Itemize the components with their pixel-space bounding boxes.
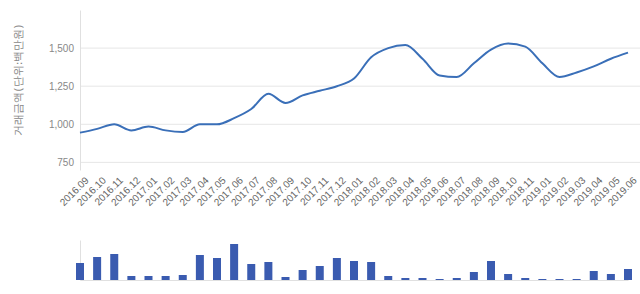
grid xyxy=(80,48,640,162)
price-line xyxy=(80,44,628,133)
volume-bar xyxy=(93,257,101,280)
x-axis: 2016.092016.102016.112016.122017.012017.… xyxy=(58,170,640,208)
y-tick-label: 1,000 xyxy=(49,119,74,130)
grid-line xyxy=(80,124,640,125)
grid-line xyxy=(80,86,640,87)
chart-canvas: 750 1,000 1,250 1,500 2016.092016.102016.112… xyxy=(0,0,640,294)
volume-bar xyxy=(127,276,135,280)
y-axis-line xyxy=(80,11,81,171)
volume-bar xyxy=(419,278,427,280)
volume-bar xyxy=(367,262,375,280)
volume-bar xyxy=(384,276,392,280)
x-tick: 2019.06 xyxy=(606,170,640,208)
y-tick: 1,500 xyxy=(49,43,80,54)
volume-bar xyxy=(350,261,358,280)
y-tick-label: 1,500 xyxy=(49,43,74,54)
y-tick: 750 xyxy=(57,157,80,168)
plot-marks xyxy=(76,244,632,280)
volume-bar xyxy=(213,258,221,280)
y-tick-label: 750 xyxy=(57,157,74,168)
grid-line xyxy=(80,162,640,163)
y-axis-title: 거래금액(단위:백만원) xyxy=(12,24,25,135)
volume-bar xyxy=(401,278,409,280)
y-tick: 1,000 xyxy=(49,119,80,130)
volume-bar xyxy=(316,266,324,280)
y-tick-label: 1,250 xyxy=(49,81,74,92)
volume-bar xyxy=(299,270,307,280)
volume-bar xyxy=(573,279,581,280)
y-tick: 1,250 xyxy=(49,81,80,92)
volume-bar xyxy=(282,277,290,280)
volume-bar xyxy=(607,274,615,280)
volume-bar xyxy=(179,275,187,280)
x-axis-line xyxy=(81,280,629,281)
volume-bar xyxy=(196,255,204,280)
volume-bar xyxy=(333,258,341,280)
volume-bar xyxy=(538,279,546,280)
volume-bar xyxy=(162,276,170,280)
volume-bar xyxy=(264,262,272,280)
volume-bar xyxy=(590,271,598,280)
chart-bar xyxy=(76,241,632,281)
y-axis: 750 1,000 1,250 1,500 xyxy=(49,11,81,171)
volume-bar xyxy=(230,244,238,280)
volume-bar xyxy=(470,272,478,280)
volume-bar xyxy=(487,261,495,280)
grid-line xyxy=(80,48,640,49)
volume-bar xyxy=(521,278,529,280)
volume-bar xyxy=(504,274,512,280)
plot-marks xyxy=(80,44,628,133)
volume-bar xyxy=(247,264,255,280)
volume-bar xyxy=(436,279,444,280)
volume-bar xyxy=(556,279,564,280)
x-tick-label: 2019.06 xyxy=(606,174,640,208)
volume-bar xyxy=(145,276,153,280)
volume-bar xyxy=(453,278,461,280)
x-axis-line xyxy=(81,170,629,171)
chart-line: 750 1,000 1,250 1,500 2016.092016.102016.112… xyxy=(49,11,640,208)
volume-bar xyxy=(76,263,84,280)
volume-bar xyxy=(624,269,632,280)
volume-bar xyxy=(110,254,118,280)
